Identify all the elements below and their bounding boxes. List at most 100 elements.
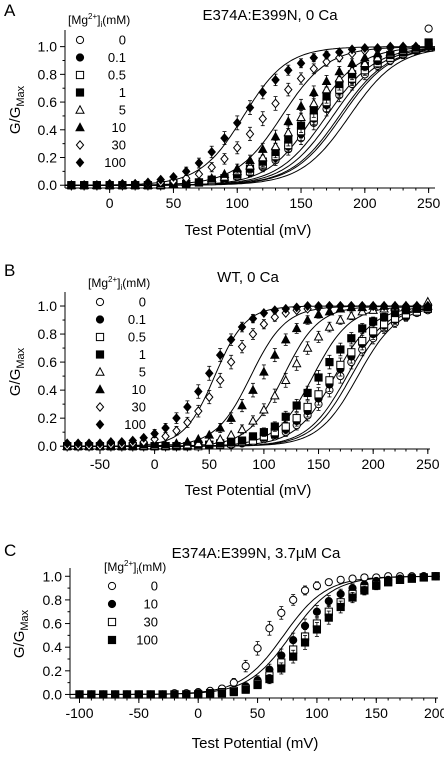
legend-marker [75, 140, 85, 150]
legend-marker [95, 402, 105, 412]
data-point [220, 153, 229, 164]
data-point [314, 390, 323, 399]
data-point [281, 422, 290, 431]
data-point [313, 309, 324, 319]
data-point [265, 624, 274, 633]
panel-label: C [4, 541, 16, 560]
x-tick-label: 150 [289, 195, 313, 211]
data-point [194, 169, 204, 180]
data-point [204, 436, 215, 446]
data-point [360, 586, 369, 595]
data-point [348, 593, 357, 602]
x-tick-label: 250 [416, 456, 440, 472]
data-point [309, 63, 319, 74]
data-point [277, 664, 286, 673]
data-point [271, 74, 280, 85]
data-point [258, 87, 268, 98]
series-100 [62, 301, 433, 449]
data-point [336, 345, 345, 354]
data-point [283, 116, 294, 126]
legend-label: 100 [124, 417, 146, 432]
data-point [379, 301, 389, 311]
data-point [322, 49, 331, 60]
data-point [146, 690, 155, 699]
legend-marker [75, 122, 85, 132]
data-point [346, 310, 357, 320]
data-point [220, 133, 229, 144]
legend-label: 10 [132, 382, 146, 397]
data-point [237, 322, 247, 333]
data-point [325, 376, 334, 385]
data-point [360, 43, 370, 53]
legend-label: 1 [119, 85, 126, 100]
data-point [181, 173, 191, 184]
data-point [79, 180, 89, 191]
data-point [308, 98, 319, 108]
data-point [194, 386, 203, 397]
data-point [334, 66, 345, 76]
data-point [232, 142, 242, 153]
data-point [270, 422, 279, 431]
data-point [111, 690, 120, 699]
legend-marker [95, 315, 105, 324]
data-point [291, 358, 302, 368]
data-point [183, 401, 192, 412]
data-point [419, 573, 428, 582]
data-point [170, 690, 179, 699]
data-point [99, 690, 108, 699]
data-point [412, 301, 422, 311]
data-point [357, 306, 368, 316]
x-tick-label: -50 [90, 456, 110, 472]
data-point [424, 41, 433, 52]
data-point [369, 327, 378, 336]
panel-label: B [4, 261, 15, 280]
data-point [226, 357, 236, 368]
data-point [181, 166, 191, 177]
data-point [169, 171, 178, 182]
data-point [358, 324, 367, 333]
data-point [62, 438, 72, 449]
data-point [270, 305, 280, 316]
data-point [215, 422, 226, 432]
data-point [259, 319, 269, 330]
legend-label: 0.1 [108, 50, 126, 65]
data-point [380, 313, 389, 322]
legend-header-part: (mM) [122, 276, 150, 290]
data-point [431, 572, 440, 581]
data-point [172, 425, 181, 436]
data-point [215, 375, 225, 386]
data-point [150, 434, 159, 445]
data-point [248, 329, 258, 340]
data-point [347, 348, 356, 357]
data-point [369, 317, 378, 326]
data-point [171, 438, 182, 448]
data-point [289, 652, 298, 661]
data-point [194, 406, 203, 417]
series-1 [63, 303, 432, 451]
data-point [265, 674, 274, 684]
data-point [335, 314, 346, 324]
data-point [313, 331, 324, 341]
legend-label: 5 [139, 365, 146, 380]
data-point [270, 141, 281, 151]
data-point [204, 392, 214, 403]
legend-header-part: [Mg [68, 13, 88, 27]
data-point [398, 41, 408, 52]
legend-label: 10 [112, 120, 126, 135]
data-point [204, 429, 215, 439]
data-point [336, 575, 345, 584]
data-point [322, 56, 331, 67]
y-tick-label: 0.0 [38, 438, 58, 454]
data-point [182, 690, 191, 699]
data-point [150, 428, 159, 439]
data-point [106, 437, 116, 447]
data-point [248, 313, 258, 324]
data-point [308, 87, 319, 97]
chart-title: WT, 0 Ca [217, 269, 279, 286]
data-point [205, 689, 215, 698]
legend-marker [75, 53, 85, 62]
data-point [122, 690, 132, 699]
legend-label: 1 [139, 347, 146, 362]
data-point [325, 357, 334, 367]
chart-title: E374A:E399N, 0 Ca [202, 7, 338, 24]
